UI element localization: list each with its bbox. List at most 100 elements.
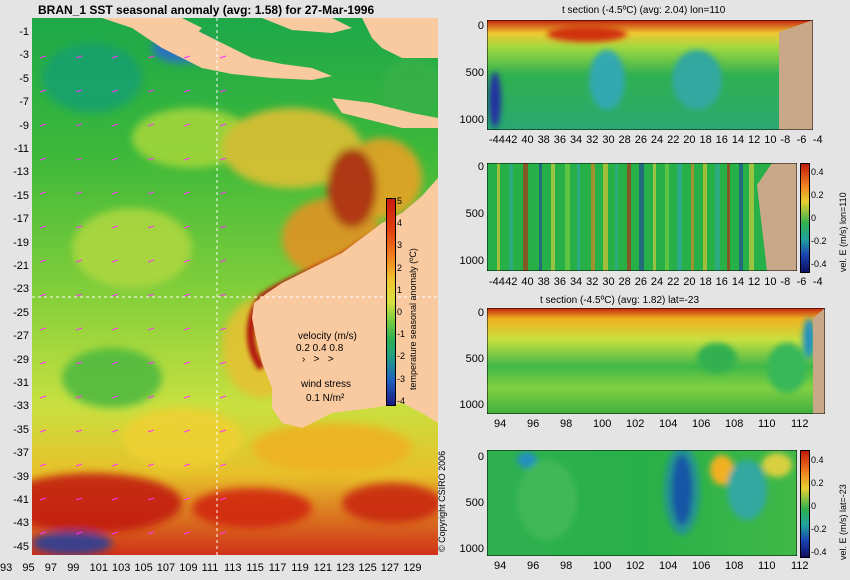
- wind-vector: [183, 89, 191, 93]
- p3-x-tick: 108: [725, 418, 744, 430]
- wind-vector: [147, 123, 155, 127]
- wind-vector: [219, 225, 227, 229]
- map-colorbar-tick: 1: [397, 284, 403, 295]
- panel4-colorbar: [800, 450, 810, 558]
- p2-x-tick: 36: [553, 276, 566, 288]
- wind-vector: [75, 259, 83, 263]
- wind-vector: [39, 395, 47, 399]
- p2-x-tick: 14: [731, 276, 745, 288]
- velocity-band: [691, 163, 694, 271]
- wind-vector: [183, 497, 191, 501]
- p2-y-tick: 0: [477, 161, 484, 173]
- wind-vector: [75, 463, 83, 467]
- panel4-vel-section-lat-23: [487, 450, 797, 556]
- velocity-band: [591, 163, 595, 271]
- panel3-t-section-lat-23: [487, 308, 825, 414]
- wind-vector: [39, 463, 47, 467]
- wind-vector: [75, 531, 83, 535]
- wind-vector: [39, 191, 47, 195]
- wind-vector: [75, 429, 83, 433]
- wind-vector: [111, 531, 119, 535]
- wind-vector: [75, 55, 83, 59]
- p1-x-tick: 34: [569, 134, 583, 146]
- velocity-band: [749, 163, 754, 271]
- wind-vector: [219, 191, 227, 195]
- wind-vector: [183, 191, 191, 195]
- wind-vector: [111, 395, 119, 399]
- p2-y-tick: 500: [465, 208, 484, 220]
- velocity-band: [727, 163, 730, 271]
- wind-vector: [147, 531, 155, 535]
- wind-vector: [183, 225, 191, 229]
- wind-vector: [219, 157, 227, 161]
- velocity-band: [615, 163, 618, 271]
- p1-y-tick: 0: [477, 20, 484, 32]
- p2-x-tick: -44: [489, 276, 505, 288]
- map-lat-tick: -45: [13, 540, 29, 553]
- velocity-band: [551, 163, 555, 271]
- wind-vector: [111, 157, 119, 161]
- wind-vector: [219, 123, 227, 127]
- map-lat-tick: -27: [13, 330, 29, 343]
- p1-x-tick: 32: [586, 134, 599, 146]
- velocity-band: [603, 163, 608, 271]
- wind-vector: [219, 463, 227, 467]
- wind-vector: [147, 395, 155, 399]
- p4-colorbar-tick: 0: [811, 501, 817, 511]
- p4-x-tick: 110: [758, 560, 776, 572]
- map-lat-tick: -3: [19, 49, 29, 62]
- wind-vector: [111, 497, 119, 501]
- map-lat-tick: -19: [13, 236, 29, 249]
- velocity-band: [539, 163, 542, 271]
- map-lat-tick: -35: [13, 423, 29, 436]
- wind-vector: [147, 225, 155, 229]
- p4-x-tick: 108: [725, 560, 744, 572]
- wind-vector: [183, 395, 191, 399]
- wind-vector: [111, 123, 119, 127]
- p3-x-tick: 110: [758, 418, 776, 430]
- wind-vector: [219, 259, 227, 263]
- p4-x-tick: 94: [494, 560, 507, 572]
- map-lon-tick: 93: [0, 562, 13, 574]
- velocity-band: [497, 163, 500, 271]
- velocity-legend-label: velocity (m/s): [298, 331, 357, 342]
- map-lat-tick: -9: [19, 119, 29, 132]
- map-lon-tick: 101: [89, 562, 108, 574]
- velocity-band: [577, 163, 580, 271]
- map-lat-tick: -31: [13, 377, 29, 389]
- p3-y-tick: 1000: [459, 399, 484, 411]
- p1-x-tick: -6: [796, 134, 807, 146]
- velocity-band: [739, 163, 743, 271]
- p2-x-tick: 32: [586, 276, 599, 288]
- p1-x-tick: 24: [650, 134, 664, 146]
- wind-vector: [219, 361, 227, 365]
- p3-x-tick: 112: [791, 418, 809, 430]
- p3-x-tick: 100: [593, 418, 612, 430]
- map-lon-tick: 121: [313, 562, 332, 574]
- wind-vector: [147, 55, 155, 59]
- map-lon-tick: 105: [134, 562, 153, 574]
- p4-x-tick: 106: [692, 560, 711, 572]
- map-lon-tick: 97: [44, 562, 58, 574]
- p4-y-tick: 1000: [459, 543, 484, 555]
- map-lat-tick: -13: [13, 166, 29, 179]
- p4-colorbar-tick: -0.2: [811, 524, 827, 534]
- velocity-band: [627, 163, 631, 271]
- p1-x-tick: 40: [521, 134, 534, 146]
- wind-vector: [111, 293, 119, 297]
- map-colorbar-tick: -1: [397, 329, 406, 340]
- wind-vector: [147, 429, 155, 433]
- panel3-title: t section (-4.5ºC) (avg: 1.82) lat=-23: [540, 295, 699, 306]
- p1-x-tick: 20: [683, 134, 696, 146]
- p1-x-tick: -4: [812, 134, 823, 146]
- map-colorbar-label: temperature seasonal anomaly (ºC): [408, 248, 418, 390]
- wind-vector: [147, 293, 155, 297]
- wind-vector: [75, 123, 83, 127]
- wind-vector: [219, 89, 227, 93]
- wind-vector: [39, 259, 47, 263]
- wind-vector: [111, 327, 119, 331]
- p2-x-tick: -8: [780, 276, 791, 288]
- wind-vector: [147, 361, 155, 365]
- p1-x-tick: 14: [731, 134, 745, 146]
- p1-x-tick: 22: [667, 134, 680, 146]
